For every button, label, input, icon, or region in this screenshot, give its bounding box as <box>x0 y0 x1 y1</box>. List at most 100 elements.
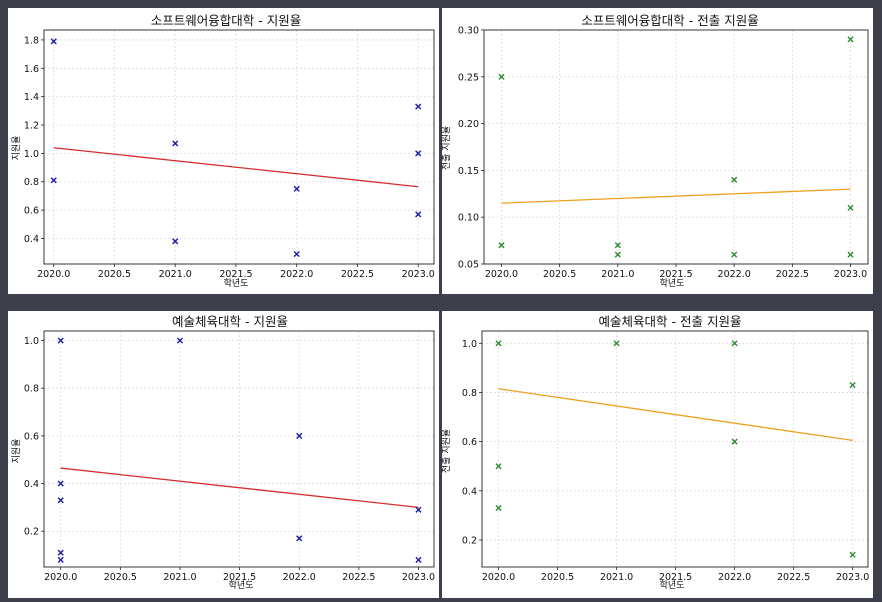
chart-title: 예술체육대학 - 지원율 <box>172 314 288 329</box>
data-point-stroke <box>847 36 854 43</box>
data-point <box>415 150 422 157</box>
data-point-stroke <box>613 340 620 347</box>
x-tick-label: 2022.0 <box>283 572 316 583</box>
x-tick-label: 2020.0 <box>482 572 515 583</box>
data-point-stroke <box>731 438 738 445</box>
data-point <box>172 140 179 147</box>
data-point <box>57 549 64 556</box>
data-point-stroke <box>731 340 738 347</box>
data-point-stroke <box>172 140 179 147</box>
y-tick-label: 0.20 <box>458 119 479 130</box>
y-tick-label: 1.6 <box>24 64 39 75</box>
x-tick-label: 2020.5 <box>98 269 131 280</box>
trend-line <box>53 147 419 188</box>
data-point <box>498 73 505 80</box>
plot-frame <box>483 29 869 265</box>
data-point <box>847 36 854 43</box>
chart-svg: 소프트웨어융합대학 - 지원율 학년도 지원율 2020.0 2020.5 2021… <box>11 13 435 289</box>
x-tick-label: 2022.0 <box>718 269 751 280</box>
y-tick-label: 0.2 <box>462 535 477 546</box>
x-tick-label: 2021.0 <box>601 269 634 280</box>
trend-line <box>501 188 851 204</box>
data-point <box>50 177 57 184</box>
chart-title: 소프트웨어융합대학 - 전출 지원율 <box>581 13 758 28</box>
y-tick-label: 0.8 <box>24 177 39 188</box>
y-tick-label: 1.0 <box>462 339 477 350</box>
x-tick-label: 2020.5 <box>543 269 576 280</box>
y-tick-label: 1.2 <box>24 121 39 132</box>
chart-panel-sw-transfer-rate: 소프트웨어융합대학 - 전출 지원율 학년도 전출 지원율 2020.0 2020… <box>441 8 873 294</box>
chart-panel-arts-application-rate: 예술체육대학 - 지원율 학년도 지원율 2020.0 2020.5 2021.0 2… <box>8 311 439 598</box>
y-axis-label: 전출 지원율 <box>441 126 452 170</box>
x-tick-label: 2022.5 <box>776 269 809 280</box>
x-tick-label: 2021.5 <box>659 269 692 280</box>
data-point <box>495 504 502 512</box>
data-point <box>849 551 856 558</box>
y-tick-label: 0.6 <box>24 206 39 217</box>
data-point <box>57 337 64 344</box>
chart-svg: 소프트웨어융합대학 - 전출 지원율 학년도 전출 지원율 2020.0 2020… <box>441 13 869 289</box>
data-point <box>415 211 422 218</box>
y-tick-label: 0.6 <box>462 437 477 448</box>
x-axis-label: 학년도 <box>224 278 249 289</box>
x-tick-label: 2021.5 <box>223 572 256 583</box>
chart-title: 소프트웨어융합대학 - 지원율 <box>151 13 301 28</box>
y-tick-label: 0.6 <box>24 431 39 442</box>
data-point-stroke <box>57 337 64 344</box>
x-tick-label: 2020.5 <box>541 572 574 583</box>
y-axis-label: 지원율 <box>11 136 22 161</box>
data-point-stroke <box>172 238 179 245</box>
data-point <box>613 340 620 347</box>
data-point-stroke <box>731 176 738 183</box>
y-tick-label: 0.2 <box>24 527 39 538</box>
data-point <box>614 251 621 258</box>
data-point <box>731 251 738 258</box>
x-tick-label: 2023.0 <box>402 269 435 280</box>
data-point <box>731 176 738 183</box>
x-tick-label: 2022.5 <box>777 572 810 583</box>
y-tick-label: 0.15 <box>458 166 479 177</box>
data-point <box>415 556 422 563</box>
plot-frame <box>43 330 435 568</box>
trend-line <box>60 467 419 509</box>
y-tick-label: 0.4 <box>462 486 477 497</box>
x-tick-label: 2022.5 <box>342 572 375 583</box>
data-point <box>57 480 64 487</box>
data-point-stroke <box>415 211 422 218</box>
data-point <box>495 340 502 347</box>
data-point <box>293 185 300 192</box>
data-point <box>296 432 303 439</box>
y-axis-label: 전출 지원율 <box>441 429 452 473</box>
chart-panel-arts-transfer-rate: 예술체육대학 - 전출 지원율 학년도 전출 지원율 2020.0 2020.5 2… <box>441 311 873 598</box>
x-tick-label: 2021.5 <box>659 572 692 583</box>
data-point-stroke <box>50 177 57 184</box>
y-tick-label: 1.0 <box>24 336 39 347</box>
y-axis-label: 지원율 <box>11 439 22 464</box>
x-axis-label: 학년도 <box>229 580 254 591</box>
y-tick-label: 0.30 <box>458 26 479 37</box>
trend-line <box>498 388 853 442</box>
x-tick-label: 2021.5 <box>219 269 252 280</box>
data-point <box>415 506 422 513</box>
data-point-stroke <box>847 251 854 258</box>
plot-frame <box>43 29 435 265</box>
data-point <box>57 556 64 563</box>
data-point-stroke <box>849 381 856 389</box>
data-point <box>614 242 621 249</box>
data-point-stroke <box>498 73 505 80</box>
data-point <box>57 497 64 504</box>
data-point <box>495 463 502 470</box>
data-point <box>731 438 738 445</box>
data-point-stroke <box>293 250 300 258</box>
data-point-stroke <box>293 185 300 192</box>
y-tick-label: 1.4 <box>24 92 39 103</box>
y-tick-label: 0.25 <box>458 72 479 83</box>
data-point <box>172 238 179 245</box>
data-point <box>293 250 300 258</box>
x-tick-label: 2020.0 <box>44 572 77 583</box>
data-point <box>731 340 738 347</box>
x-tick-label: 2023.0 <box>836 572 869 583</box>
data-point-stroke <box>415 103 422 110</box>
x-tick-label: 2022.0 <box>280 269 313 280</box>
data-point-stroke <box>50 38 57 45</box>
